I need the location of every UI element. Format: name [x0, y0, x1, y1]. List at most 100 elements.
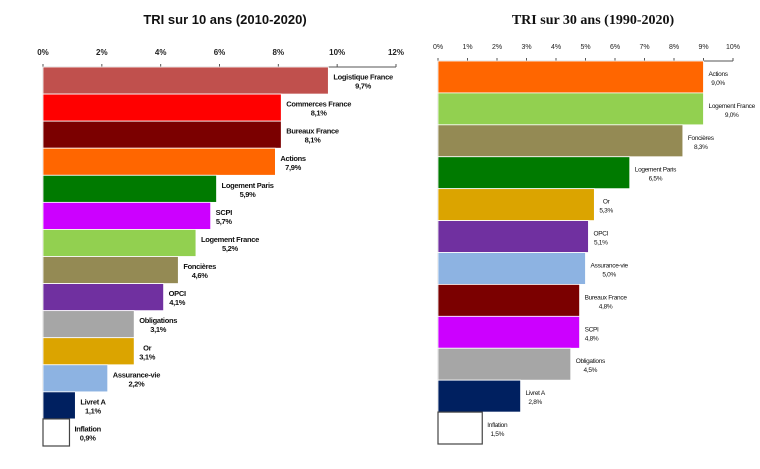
bar	[42, 391, 76, 420]
x-tick-label: 6%	[610, 44, 620, 51]
bar	[42, 256, 179, 284]
x-tick-label: 8%	[273, 48, 285, 57]
x-tick-label: 10%	[726, 44, 740, 51]
x-tick-label: 4%	[155, 48, 167, 57]
bar-category-label: Or	[603, 199, 611, 206]
bar-value-label: 2,2%	[128, 379, 145, 388]
bar	[42, 337, 135, 366]
x-tick-label: 6%	[214, 48, 226, 57]
bar-value-label: 1,5%	[490, 431, 504, 438]
bar-category-label: Actions	[709, 71, 729, 78]
bar	[437, 252, 586, 285]
bar	[42, 229, 197, 257]
bar	[42, 201, 212, 230]
bar	[437, 92, 704, 126]
bar	[437, 60, 704, 94]
bar	[437, 411, 483, 445]
chart-10-years: TRI sur 10 ans (2010-2020) 0% 2% 4% 6% 8% 10% 1…	[37, 12, 404, 447]
bar	[42, 310, 135, 339]
bar-category-label: Logement Paris	[222, 181, 274, 190]
bar-category-label: SCPI	[216, 208, 233, 217]
bar-value-label: 0,9%	[80, 433, 97, 442]
bar-category-label: OPCI	[593, 231, 608, 238]
bar	[437, 220, 589, 253]
bar	[42, 120, 282, 149]
bar-value-label: 9,0%	[711, 80, 725, 87]
bar-value-label: 4,8%	[599, 303, 613, 310]
bar-category-label: Obligations	[139, 316, 177, 325]
bar-category-label: Logement France	[201, 235, 259, 244]
bar	[437, 284, 581, 317]
x-tick-label: 4%	[551, 44, 561, 51]
bar-value-label: 9,0%	[725, 112, 739, 119]
bar	[42, 147, 276, 176]
bar-category-label: Bureaux France	[286, 127, 339, 136]
x-tick-label: 3%	[521, 44, 531, 51]
x-tick-label: 8%	[669, 44, 679, 51]
bar	[437, 156, 631, 190]
bar-category-label: Livret A	[526, 390, 546, 397]
bar-category-label: Commerces France	[286, 100, 351, 109]
bar-value-label: 5,7%	[216, 217, 233, 226]
bar-value-label: 3,1%	[139, 352, 156, 361]
bar-category-label: OPCI	[169, 289, 186, 298]
chart-title: TRI sur 30 ans (1990-2020)	[512, 13, 675, 28]
bar-category-label: Or	[143, 343, 152, 352]
bar-value-label: 8,3%	[694, 144, 708, 151]
bar-value-label: 5,3%	[599, 208, 613, 215]
bar-value-label: 5,0%	[602, 271, 616, 278]
bar-value-label: 7,9%	[285, 163, 302, 172]
bar-category-label: SCPI	[585, 326, 599, 333]
bar-category-label: Logistique France	[333, 73, 393, 82]
bar	[437, 124, 684, 158]
bar-value-label: 3,1%	[150, 325, 167, 334]
bar-value-label: 9,7%	[355, 82, 372, 91]
chart-30-years: TRI sur 30 ans (1990-2020) 0% 1% 2% 3% 4% 5% 6%…	[433, 13, 756, 445]
x-tick-label: 10%	[329, 48, 345, 57]
bar	[42, 418, 71, 447]
bar	[42, 283, 165, 312]
bar-category-label: Assurance-vie	[591, 262, 629, 269]
bar	[437, 188, 595, 221]
bar-category-label: Assurance-vie	[113, 370, 161, 379]
bar-value-label: 4,1%	[169, 298, 186, 307]
bar-category-label: Inflation	[74, 424, 101, 433]
bar-category-label: Foncières	[688, 135, 715, 142]
bar-value-label: 8,1%	[305, 136, 322, 145]
bar-category-label: Livret A	[80, 397, 106, 406]
bar	[42, 364, 109, 393]
bar-category-label: Foncières	[183, 262, 216, 271]
bar-value-label: 6,5%	[649, 176, 663, 183]
x-tick-label: 0%	[433, 44, 443, 51]
x-tick-label: 9%	[698, 44, 708, 51]
bar	[437, 347, 572, 381]
x-tick-label: 2%	[96, 48, 108, 57]
bar-value-label: 5,2%	[222, 244, 239, 253]
x-tick-label: 5%	[580, 44, 590, 51]
bar-value-label: 4,5%	[584, 367, 598, 374]
bar-category-label: Inflation	[487, 422, 508, 429]
bar-value-label: 2,8%	[528, 399, 542, 406]
bar-category-label: Logement France	[709, 103, 756, 110]
bar-value-label: 8,1%	[311, 109, 328, 118]
x-tick-label: 2%	[492, 44, 502, 51]
x-tick-label: 7%	[639, 44, 649, 51]
bar-value-label: 4,8%	[585, 335, 599, 342]
bar-value-label: 1,1%	[85, 406, 102, 415]
x-tick-label: 0%	[37, 48, 49, 57]
bar	[42, 93, 282, 122]
bar	[437, 379, 521, 413]
bar	[42, 174, 217, 203]
bar-category-label: Logement Paris	[635, 167, 677, 174]
x-tick-label: 1%	[462, 44, 472, 51]
bar	[42, 66, 329, 95]
x-tick-label: 12%	[388, 48, 404, 57]
bar-category-label: Obligations	[576, 358, 606, 365]
bar-value-label: 5,1%	[594, 240, 608, 247]
bar	[437, 315, 581, 349]
chart-title: TRI sur 10 ans (2010-2020)	[143, 12, 306, 27]
bar-category-label: Actions	[280, 154, 306, 163]
bar-value-label: 4,6%	[192, 271, 209, 280]
bar-category-label: Bureaux France	[585, 294, 628, 301]
